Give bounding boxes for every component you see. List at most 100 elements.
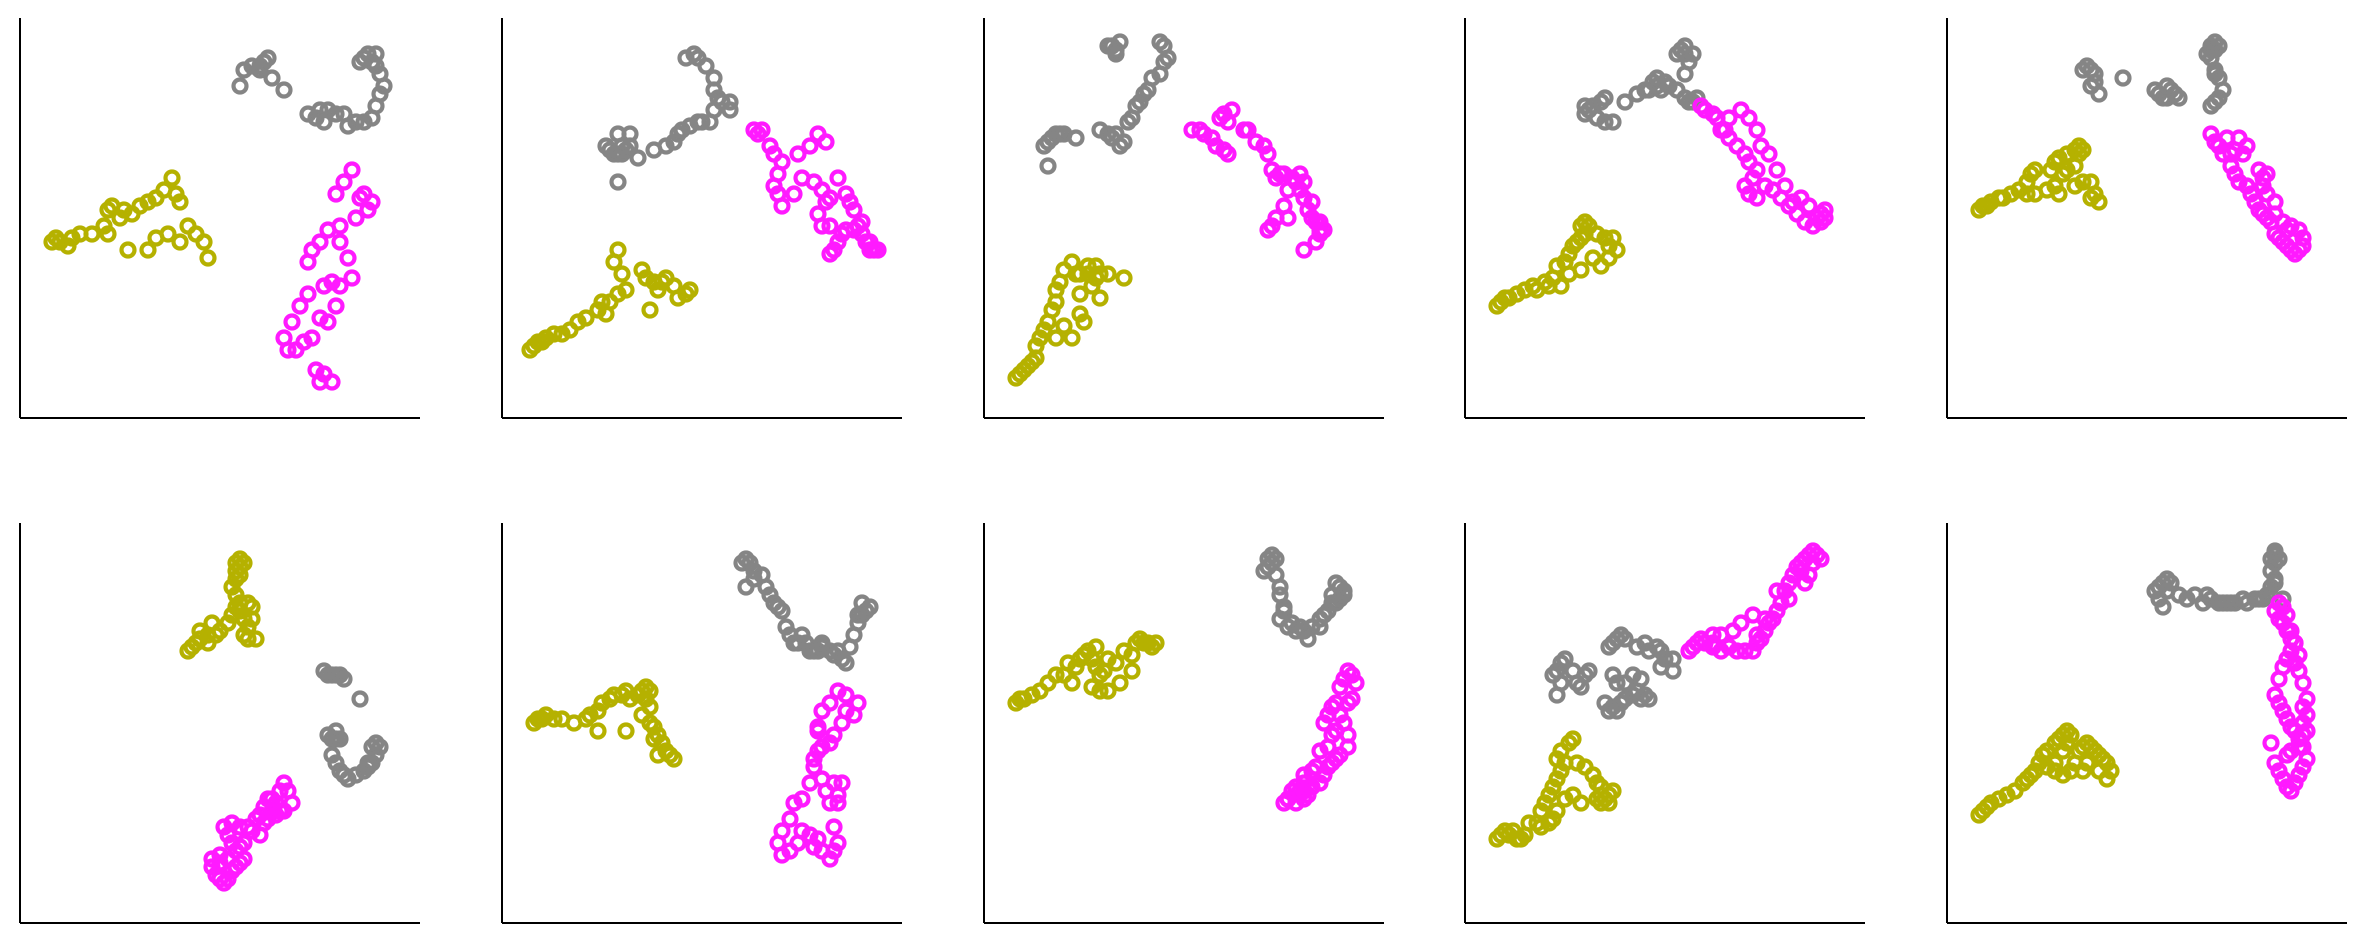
scatter-point-gray [1640,690,1658,708]
scatter-point-magenta [283,313,301,331]
scatter-point-magenta [327,185,345,203]
scatter-panel-4 [1464,18,1865,419]
scatter-point-magenta [203,850,221,868]
scatter-point-olive [1560,265,1578,283]
scatter-point-gray [327,105,345,123]
scatter-point-magenta [1239,121,1257,139]
scatter-point-olive [171,233,189,251]
scatter-point-magenta [1287,794,1305,812]
scatter-point-magenta [825,818,843,836]
scatter-point-olive [1047,329,1065,347]
scatter-point-gray [1111,33,1129,51]
scatter-panel-7 [501,523,902,924]
scatter-point-magenta [299,285,317,303]
scatter-point-olive [1115,269,1133,287]
scatter-point-olive [239,630,257,648]
scatter-point-magenta [1303,193,1321,211]
scatter-point-magenta [319,221,337,239]
scatter-point-gray [705,69,723,87]
scatter-point-magenta [303,329,321,347]
scatter-point-olive [617,281,635,299]
scatter-panel-1 [19,18,420,419]
scatter-point-magenta [1792,562,1810,580]
scatter-panel-10 [1946,523,2347,924]
scatter-point-olive [617,722,635,740]
scatter-point-magenta [821,245,839,263]
scatter-point-olive [613,265,631,283]
scatter-point-gray [351,53,369,71]
scatter-point-olive [1528,281,1546,299]
scatter-point-olive [1055,317,1073,335]
scatter-point-magenta [1295,241,1313,259]
scatter-point-magenta [1736,642,1754,660]
scatter-point-magenta [243,822,261,840]
scatter-point-magenta [1339,694,1357,712]
scatter-point-magenta [753,121,771,139]
scatter-point-olive [1075,313,1093,331]
scatter-point-gray [2150,590,2168,608]
scatter-point-magenta [829,682,847,700]
scatter-point-magenta [315,277,333,295]
scatter-point-magenta [1752,137,1770,155]
scatter-point-gray [275,81,293,99]
scatter-point-gray [2266,542,2284,560]
scatter-point-gray [1576,97,1594,115]
scatter-point-gray [621,125,639,143]
scatter-point-gray [1151,33,1169,51]
scatter-point-magenta [271,802,289,820]
scatter-point-magenta [1295,782,1313,800]
scatter-point-olive [665,750,683,768]
scatter-point-gray [363,738,381,756]
scatter-point-olive [1079,257,1097,275]
scatter-point-olive [1111,674,1129,692]
scatter-point-gray [2170,89,2188,107]
scatter-point-olive [1047,666,1065,684]
scatter-point-gray [849,606,867,624]
scatter-point-gray [1664,662,1682,680]
scatter-point-olive [2082,189,2100,207]
scatter-point-magenta [829,794,847,812]
scatter-point-gray [1604,113,1622,131]
scatter-point-magenta [2262,734,2280,752]
scatter-point-gray [335,670,353,688]
scatter-point-magenta [1728,642,1746,660]
scatter-point-olive [2054,742,2072,760]
scatter-point-magenta [809,205,827,223]
scatter-point-gray [813,634,831,652]
scatter-point-gray [745,570,763,588]
scatter-point-magenta [2278,746,2296,764]
scatter-panel-8 [983,523,1384,924]
scatter-point-gray [613,137,631,155]
scatter-point-gray [347,113,365,131]
scatter-point-olive [2074,173,2092,191]
scatter-point-gray [1299,630,1317,648]
scatter-point-olive [2090,762,2108,780]
scatter-point-olive [545,325,563,343]
scatter-point-magenta [1219,145,1237,163]
scatter-point-olive [681,281,699,299]
scatter-point-gray [263,69,281,87]
scatter-point-magenta [789,145,807,163]
scatter-point-magenta [1732,101,1750,119]
scatter-point-gray [1271,578,1289,596]
scatter-panel-6 [19,523,420,924]
scatter-point-gray [2202,49,2220,67]
scatter-point-magenta [2282,622,2300,640]
scatter-point-magenta [1712,626,1730,644]
scatter-point-olive [195,233,213,251]
scatter-point-olive [1147,634,1165,652]
scatter-point-olive [609,241,627,259]
scatter-point-magenta [1768,161,1786,179]
scatter-point-olive [589,722,607,740]
scatter-point-magenta [1311,225,1329,243]
scatter-point-magenta [1784,193,1802,211]
scatter-point-magenta [291,297,309,315]
scatter-point-magenta [323,373,341,391]
scatter-point-gray [1039,157,1057,175]
scatter-point-magenta [343,161,361,179]
scatter-point-olive [1532,818,1550,836]
scatter-panel-3 [983,18,1384,419]
scatter-point-gray [251,61,269,79]
scatter-point-magenta [1327,722,1345,740]
